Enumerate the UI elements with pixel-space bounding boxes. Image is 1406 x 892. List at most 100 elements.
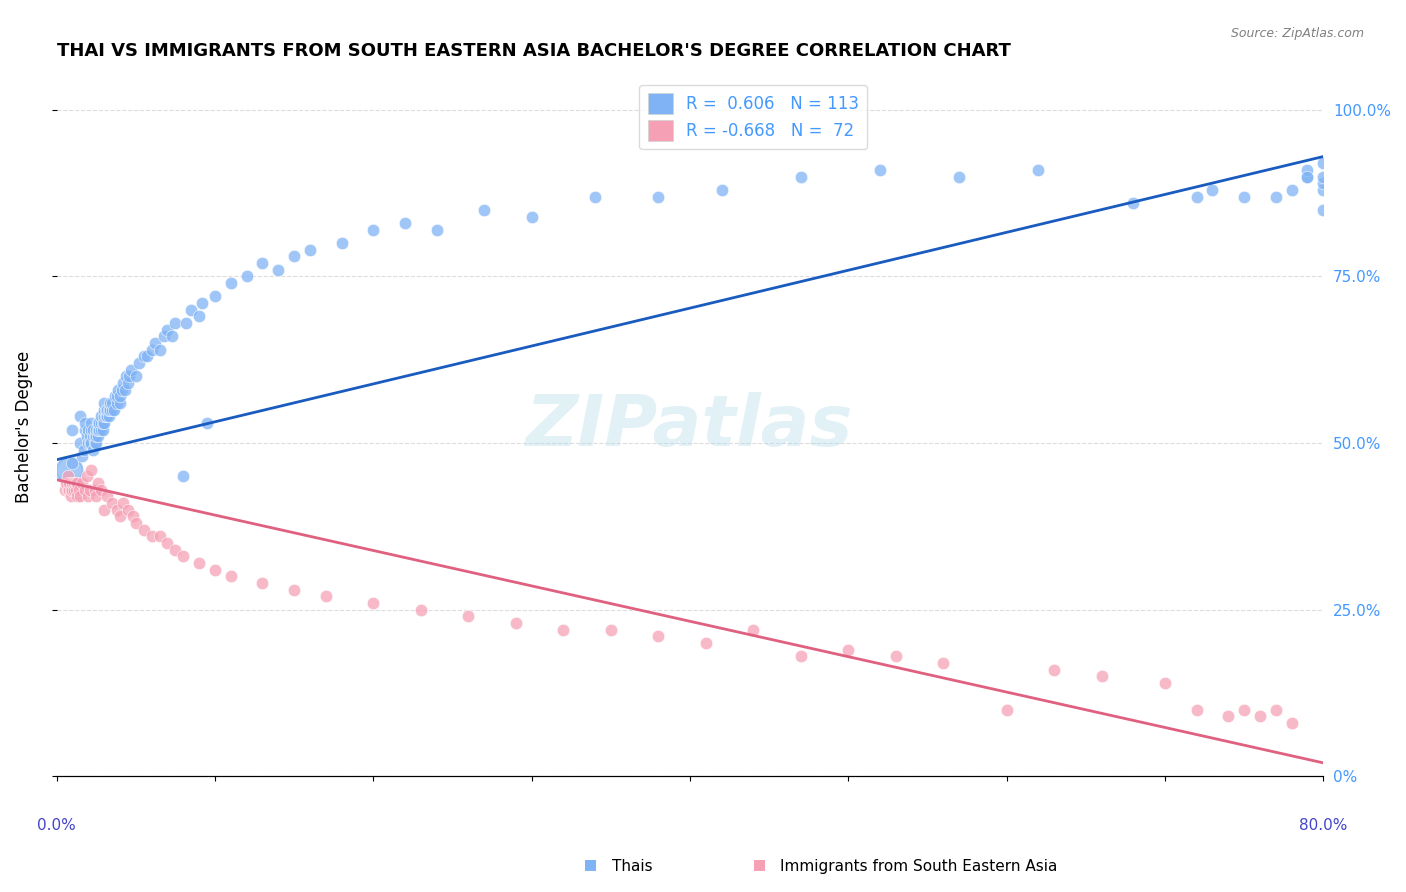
Text: THAI VS IMMIGRANTS FROM SOUTH EASTERN ASIA BACHELOR'S DEGREE CORRELATION CHART: THAI VS IMMIGRANTS FROM SOUTH EASTERN AS… [56,42,1011,60]
Point [1043,663,1066,677]
Point [790,169,813,184]
Point [87,476,110,491]
Point [647,189,669,203]
Point [1233,702,1256,716]
Point [75,423,97,437]
Point [315,589,337,603]
Point [1091,669,1114,683]
Point [112,376,135,390]
Point [1185,189,1208,203]
Point [188,310,211,324]
Point [108,509,131,524]
Point [647,629,669,643]
Text: 80.0%: 80.0% [1299,818,1347,833]
Point [69,489,91,503]
Point [141,529,163,543]
Point [96,489,118,503]
Point [114,383,136,397]
Point [125,369,148,384]
Point [94,409,117,424]
Point [82,442,104,457]
Point [1296,169,1319,184]
Point [75,483,97,497]
Point [156,323,179,337]
Point [118,369,141,384]
Point [156,536,179,550]
Point [76,469,98,483]
Point [1312,202,1334,217]
Point [409,602,432,616]
Point [55,476,77,491]
Point [1249,709,1271,723]
Point [90,409,112,424]
Point [195,416,218,430]
Legend: R =  0.606   N = 113, R = -0.668   N =  72: R = 0.606 N = 113, R = -0.668 N = 72 [640,85,868,149]
Point [1264,702,1286,716]
Point [121,509,143,524]
Point [83,483,105,497]
Point [77,423,100,437]
Point [394,216,416,230]
Point [100,402,122,417]
Point [884,649,907,664]
Point [72,442,94,457]
Point [94,402,117,417]
Point [105,396,128,410]
Point [69,409,91,424]
Point [172,549,194,564]
Point [93,396,115,410]
Point [89,423,111,437]
Point [79,429,101,443]
Point [115,369,138,384]
Point [1154,676,1177,690]
Point [107,383,129,397]
Point [84,436,107,450]
Point [108,396,131,410]
Point [93,502,115,516]
Point [105,502,128,516]
Point [80,436,103,450]
Point [84,429,107,443]
Point [172,469,194,483]
Point [84,423,107,437]
Point [283,582,305,597]
Point [267,262,290,277]
Point [97,409,120,424]
Point [62,456,84,470]
Text: Source: ZipAtlas.com: Source: ZipAtlas.com [1230,27,1364,40]
Point [59,489,82,503]
Point [93,402,115,417]
Point [1185,702,1208,716]
Point [132,523,155,537]
Point [97,402,120,417]
Point [165,316,187,330]
Point [101,496,124,510]
Point [472,202,495,217]
Point [995,702,1018,716]
Point [117,502,139,516]
Point [1296,169,1319,184]
Point [75,416,97,430]
Point [135,350,157,364]
Point [457,609,479,624]
Point [65,483,87,497]
Point [599,623,621,637]
Point [58,463,80,477]
Point [59,483,82,497]
Point [1218,709,1240,723]
Point [105,389,128,403]
Point [361,596,384,610]
Point [1296,162,1319,177]
Point [70,450,93,464]
Point [103,402,125,417]
Text: ▪: ▪ [752,855,766,874]
Point [1312,156,1334,170]
Point [76,429,98,443]
Point [252,576,274,591]
Point [91,416,114,430]
Point [298,243,321,257]
Point [426,223,449,237]
Point [87,423,110,437]
Point [1281,715,1303,730]
Point [1281,183,1303,197]
